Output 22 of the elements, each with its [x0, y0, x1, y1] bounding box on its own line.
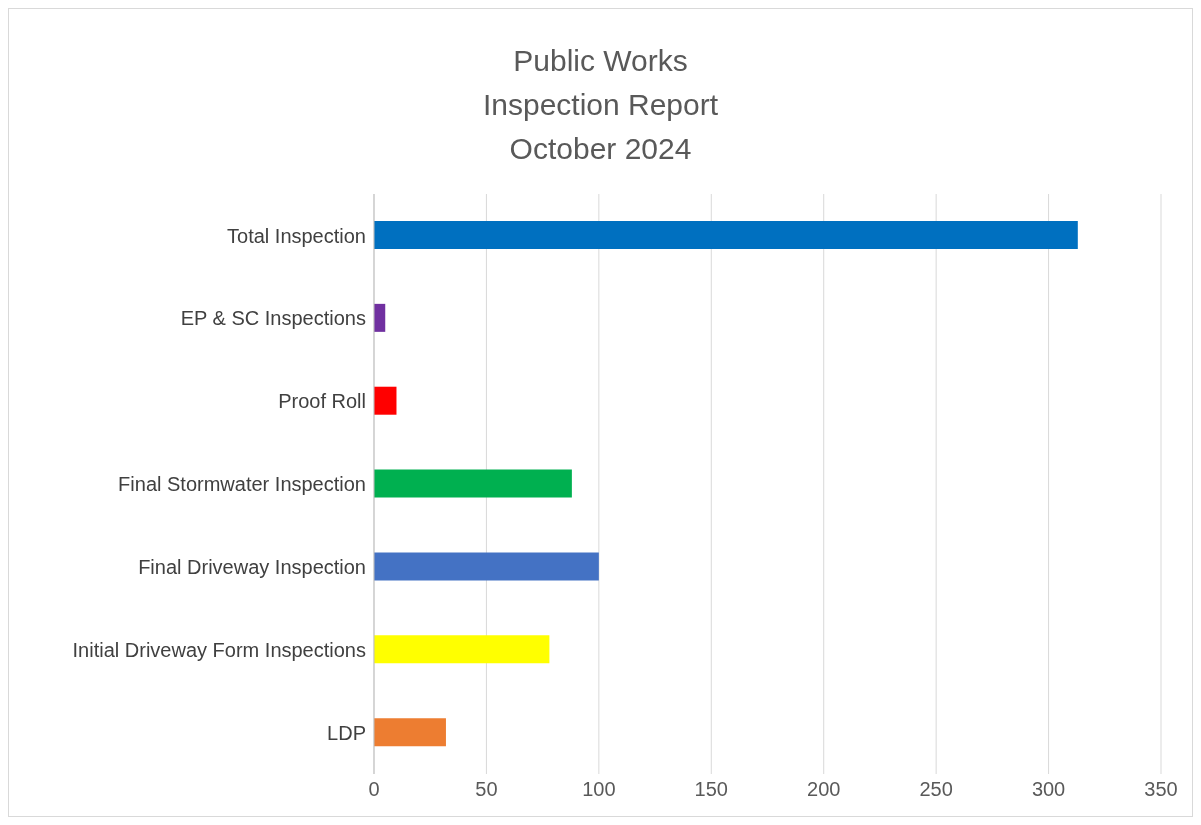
- x-tick-label: 0: [368, 778, 380, 801]
- bar: [374, 635, 550, 664]
- y-tick-label: EP & SC Inspections: [180, 307, 366, 330]
- bar: [374, 469, 572, 498]
- bar: [374, 552, 599, 581]
- x-tick-label: 150: [694, 778, 728, 801]
- x-tick-label: 250: [919, 778, 953, 801]
- y-tick-label: Initial Driveway Form Inspections: [72, 638, 366, 661]
- y-tick-label: Final Stormwater Inspection: [118, 473, 366, 496]
- x-tick-label: 350: [1144, 778, 1178, 801]
- bar: [374, 386, 397, 415]
- x-tick-label: 300: [1031, 778, 1066, 801]
- y-tick-label: Proof Roll: [278, 390, 366, 413]
- bar: [374, 718, 446, 747]
- x-tick-label: 50: [475, 778, 498, 801]
- y-tick-label: Total Inspection: [227, 224, 366, 247]
- bar: [374, 221, 1078, 249]
- y-tick-label: Final Driveway Inspection: [138, 555, 366, 578]
- x-tick-label: 200: [807, 778, 841, 801]
- y-tick-label: LDP: [327, 721, 366, 744]
- chart-title: Public Works Inspection Report October 2024: [481, 43, 720, 167]
- x-tick-label: 100: [582, 778, 616, 801]
